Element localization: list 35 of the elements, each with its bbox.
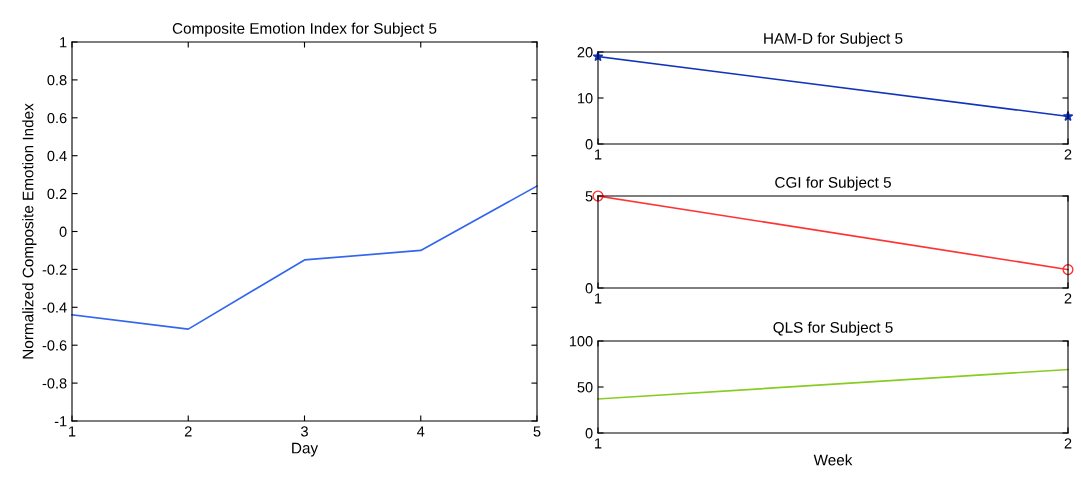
y-tick-label: 100 [569, 336, 593, 347]
y-tick-label: -0.4 [42, 302, 67, 313]
y-axis-title: Normalized Composite Emotion Index [22, 103, 37, 359]
y-tick-label: 5 [585, 191, 593, 202]
y-tick-label: 10 [578, 93, 593, 104]
y-tick-label: -0.8 [42, 378, 67, 389]
x-tick-label: 3 [301, 426, 308, 437]
y-tick-label: 50 [577, 382, 593, 393]
y-tick-label: -1 [54, 416, 67, 427]
y-tick-label: 0 [585, 139, 593, 150]
x-axis-title: Week [813, 454, 853, 466]
chart-title: CGI for Subject 5 [775, 176, 891, 191]
x-tick-label: 2 [1064, 438, 1072, 449]
x-tick-label: 1 [69, 426, 76, 437]
x-tick-label: 2 [184, 426, 192, 437]
x-axis-title: Day [292, 442, 319, 457]
y-tick-label: -0.2 [42, 264, 67, 275]
y-tick-label: 0.2 [47, 188, 67, 200]
chart-title: QLS for Subject 5 [773, 321, 893, 336]
y-tick-label: -0.6 [42, 340, 67, 351]
y-tick-label: 0 [585, 283, 593, 294]
x-tick-label: 4 [417, 426, 425, 437]
x-tick-label: 5 [533, 426, 541, 437]
y-tick-label: 1 [60, 37, 67, 48]
x-tick-label: 2 [1064, 293, 1072, 304]
x-tick-label: 2 [1064, 149, 1072, 160]
y-tick-label: 0 [585, 428, 593, 439]
y-tick-label: 0 [59, 226, 67, 237]
y-tick-label: 0.6 [47, 112, 67, 124]
y-tick-label: 20 [577, 47, 593, 58]
line-series [71, 185, 538, 330]
chart-title: Composite Emotion Index for Subject 5 [172, 22, 437, 37]
chart-title: HAM-D for Subject 5 [764, 32, 903, 47]
y-tick-label: 0.4 [47, 150, 67, 162]
y-tick-label: 0.8 [47, 75, 67, 86]
